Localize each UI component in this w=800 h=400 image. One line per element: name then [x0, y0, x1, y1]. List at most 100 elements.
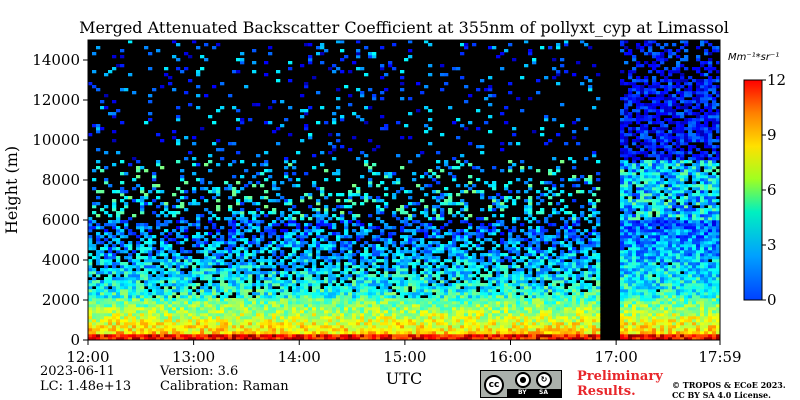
heatmap-cell: [508, 247, 513, 251]
heatmap-cell: [224, 310, 229, 314]
heatmap-cell: [476, 217, 481, 221]
heatmap-cell: [104, 319, 109, 323]
heatmap-cell: [140, 286, 145, 290]
heatmap-cell: [312, 259, 317, 263]
heatmap-cell: [440, 337, 445, 340]
heatmap-cell: [288, 199, 293, 203]
heatmap-cell: [292, 319, 297, 323]
heatmap-cell: [540, 133, 545, 137]
heatmap-cell: [420, 313, 425, 317]
heatmap-cell: [324, 280, 329, 284]
heatmap-cell: [424, 40, 429, 44]
heatmap-cell: [356, 313, 361, 317]
heatmap-cell: [364, 256, 369, 260]
heatmap-cell: [504, 271, 509, 275]
heatmap-cell: [208, 265, 213, 269]
heatmap-cell: [404, 310, 409, 314]
heatmap-cell: [100, 226, 105, 230]
heatmap-cell: [192, 223, 197, 227]
heatmap-cell: [416, 313, 421, 317]
heatmap-cell: [560, 262, 565, 266]
heatmap-cell: [180, 292, 185, 296]
heatmap-cell: [208, 301, 213, 305]
heatmap-cell: [404, 286, 409, 290]
heatmap-cell: [316, 202, 321, 206]
heatmap-cell: [444, 193, 449, 197]
heatmap-cell: [180, 328, 185, 332]
heatmap-cell: [428, 328, 433, 332]
heatmap-cell: [228, 286, 233, 290]
heatmap-cell: [408, 214, 413, 218]
heatmap-cell: [300, 217, 305, 221]
heatmap-cell: [216, 271, 221, 275]
heatmap-cell: [288, 241, 293, 245]
heatmap-cell: [244, 265, 249, 269]
heatmap-cell: [284, 238, 289, 242]
heatmap-cell: [488, 274, 493, 278]
heatmap-cell: [452, 241, 457, 245]
heatmap-cell: [376, 277, 381, 281]
heatmap-cell: [536, 301, 541, 305]
heatmap-cell: [248, 199, 253, 203]
heatmap-cell: [528, 211, 533, 215]
heatmap-cell: [444, 247, 449, 251]
heatmap-cell: [160, 211, 165, 215]
heatmap-cell: [436, 331, 441, 335]
heatmap-cell: [224, 241, 229, 245]
heatmap-cell: [120, 334, 125, 338]
heatmap-cell: [164, 244, 169, 248]
heatmap-cell: [116, 220, 121, 224]
heatmap-cell: [240, 247, 245, 251]
heatmap-cell: [556, 295, 561, 299]
heatmap-cell: [288, 313, 293, 317]
heatmap-cell: [276, 193, 281, 197]
heatmap-cell: [248, 304, 253, 308]
heatmap-cell: [488, 46, 493, 50]
heatmap-cell: [296, 307, 301, 311]
heatmap-cell: [244, 295, 249, 299]
heatmap-cell: [240, 187, 245, 191]
heatmap-cell: [316, 268, 321, 272]
heatmap-cell: [348, 331, 353, 335]
heatmap-cell: [464, 250, 469, 254]
heatmap-cell: [568, 253, 573, 257]
heatmap-cell: [424, 244, 429, 248]
heatmap-cell: [328, 67, 333, 71]
heatmap-cell: [460, 313, 465, 317]
heatmap-cell: [560, 208, 565, 212]
heatmap-cell: [176, 235, 181, 239]
heatmap-cell: [492, 316, 497, 320]
heatmap-cell: [360, 175, 365, 179]
heatmap-cell: [548, 265, 553, 269]
heatmap-cell: [136, 325, 141, 329]
heatmap-cell: [120, 49, 125, 53]
heatmap-cell: [92, 256, 97, 260]
heatmap-cell: [192, 283, 197, 287]
heatmap-cell: [160, 274, 165, 278]
heatmap-cell: [292, 244, 297, 248]
heatmap-cell: [272, 232, 277, 236]
heatmap-cell: [492, 295, 497, 299]
heatmap-cell: [488, 76, 493, 80]
heatmap-cell: [488, 271, 493, 275]
heatmap-cell: [444, 331, 449, 335]
heatmap-cell: [576, 241, 581, 245]
heatmap-cell: [268, 331, 273, 335]
heatmap-cell: [292, 241, 297, 245]
heatmap-cell: [180, 220, 185, 224]
heatmap-cell: [112, 202, 117, 206]
heatmap-cell: [260, 172, 265, 176]
heatmap-cell: [300, 109, 305, 113]
heatmap-cell: [220, 328, 225, 332]
heatmap-cell: [228, 265, 233, 269]
heatmap-cell: [164, 322, 169, 326]
heatmap-cell: [220, 226, 225, 230]
heatmap-cell: [456, 235, 461, 239]
heatmap-cell: [344, 334, 349, 338]
heatmap-cell: [292, 328, 297, 332]
heatmap-cell: [420, 307, 425, 311]
heatmap-cell: [192, 319, 197, 323]
heatmap-cell: [512, 283, 517, 287]
heatmap-cell: [348, 199, 353, 203]
heatmap-cell: [556, 166, 561, 170]
